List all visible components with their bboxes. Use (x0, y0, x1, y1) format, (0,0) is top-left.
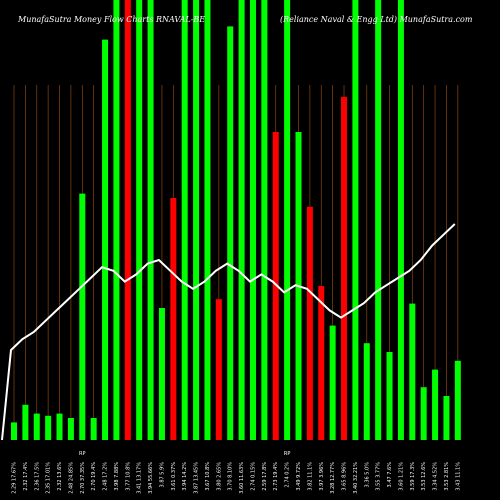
x-tick-label: 2.29 17.67% (12, 462, 18, 494)
bar (158, 308, 165, 440)
x-tick-label: 3.36 5.0% (364, 462, 370, 488)
x-tick-label: 3.67 10.8% (205, 462, 211, 491)
x-tick-label: 2.73 19.4% (273, 462, 279, 491)
x-tick-label: 2.35 17.01% (46, 462, 52, 494)
bar (409, 303, 416, 440)
x-tick-label: 3.77 10.8% (125, 462, 131, 491)
x-tick-label: 3.80 2.65% (216, 462, 222, 491)
bar (284, 0, 291, 440)
x-tick-label: 3.65 8.96% (342, 462, 348, 491)
bar (215, 299, 222, 440)
x-tick-label: 3.98 7.88% (114, 462, 120, 491)
bar (352, 0, 359, 440)
bar (193, 0, 200, 440)
x-tick-label: 2.32 13.6% (57, 462, 63, 491)
x-tick-label: 3.53 12.6% (421, 462, 427, 491)
chart-title: MunafaSutra Money Flow Charts RNAVAL-BE (18, 15, 206, 24)
x-tick-label: 3.87 13.45% (194, 462, 200, 494)
bar (329, 325, 336, 440)
x-tick-label: 3.94 14.2% (182, 462, 188, 491)
bar (45, 415, 52, 440)
bar (170, 198, 177, 440)
x-tick-label: 3.70 8.10% (228, 462, 234, 491)
bar (204, 0, 211, 440)
x-tick-label: 3.53 2.81% (444, 462, 450, 491)
x-tick-label: 3.97 3.96% (319, 462, 325, 491)
bar (56, 413, 63, 440)
x-tick-label: 3.40 32.21% (353, 462, 359, 494)
money-flow-line (1, 223, 456, 441)
bar (249, 0, 256, 440)
bar (386, 352, 393, 440)
bar (261, 0, 268, 440)
bar (11, 422, 17, 440)
bar (363, 343, 370, 440)
x-tick-label: 3.43 11.1% (455, 462, 461, 491)
bar (136, 0, 143, 440)
rp-markers: RP RP (79, 451, 290, 457)
bar (227, 26, 234, 441)
bar (181, 0, 188, 440)
bar (238, 0, 245, 440)
bar (22, 404, 29, 440)
x-tick-label: 3.94 55.66% (148, 462, 154, 494)
x-tick-label: 3.28 12.77% (330, 462, 336, 494)
x-tick-label: 3.47 7.6% (387, 462, 393, 488)
x-tick-label: 2.70 37.35% (80, 462, 86, 494)
x-tick-label: 2.48 24.85% (68, 462, 74, 494)
bar (397, 0, 404, 440)
x-tick-label: 3.41 13.17% (137, 462, 143, 494)
bar (90, 418, 97, 440)
bar (375, 0, 382, 440)
x-tick-label: 3.60 11.63% (239, 462, 245, 494)
x-tick-label: 2.36 17.5% (34, 462, 40, 491)
bar (454, 360, 461, 440)
bar (420, 387, 427, 440)
x-tick-label: 2.70 19.4% (91, 462, 97, 491)
bar (306, 206, 313, 440)
x-tick-label: 2.59 17.8% (262, 462, 268, 491)
bar-series (11, 0, 461, 441)
x-tick-label: 2.74 0.15% (251, 462, 257, 491)
bar (33, 413, 40, 440)
x-tick-label: 3.34 4.52% (433, 462, 439, 491)
bar (341, 96, 348, 441)
x-tick-label: 3.55 3.77% (376, 462, 382, 491)
x-tick-label: 2.74 0.2% (285, 462, 291, 488)
x-tick-label: 3.59 17.3% (410, 462, 416, 491)
bar (272, 132, 279, 440)
bar (318, 286, 325, 440)
x-tick-label: 2.32 17.4% (23, 462, 29, 491)
x-tick-label: 2.48 17.2% (103, 462, 109, 491)
rp-marker: RP (79, 451, 86, 457)
x-tick-label: 3.61 0.37% (171, 462, 177, 491)
x-tick-label: 3.60 1.21% (398, 462, 404, 491)
x-tick-label: 3.87 5.9% (159, 462, 165, 488)
bar (79, 193, 86, 440)
rp-marker: RP (284, 451, 291, 457)
bar (443, 396, 450, 440)
chart-subtitle: (Reliance Naval & Engg Ltd) MunafaSutra.… (280, 15, 473, 24)
bar (113, 0, 120, 440)
x-tick-labels: 2.29 17.67% 2.32 17.4% 2.36 17.5% 2.35 17.0… (12, 462, 462, 494)
bar (147, 0, 154, 440)
line-series (1, 223, 456, 441)
x-tick-label: 3.82 11.1% (307, 462, 313, 491)
x-tick-label: 3.49 9.72% (296, 462, 302, 491)
bar (124, 0, 131, 440)
bar (67, 418, 74, 440)
bar (432, 369, 439, 440)
bar (102, 39, 109, 440)
